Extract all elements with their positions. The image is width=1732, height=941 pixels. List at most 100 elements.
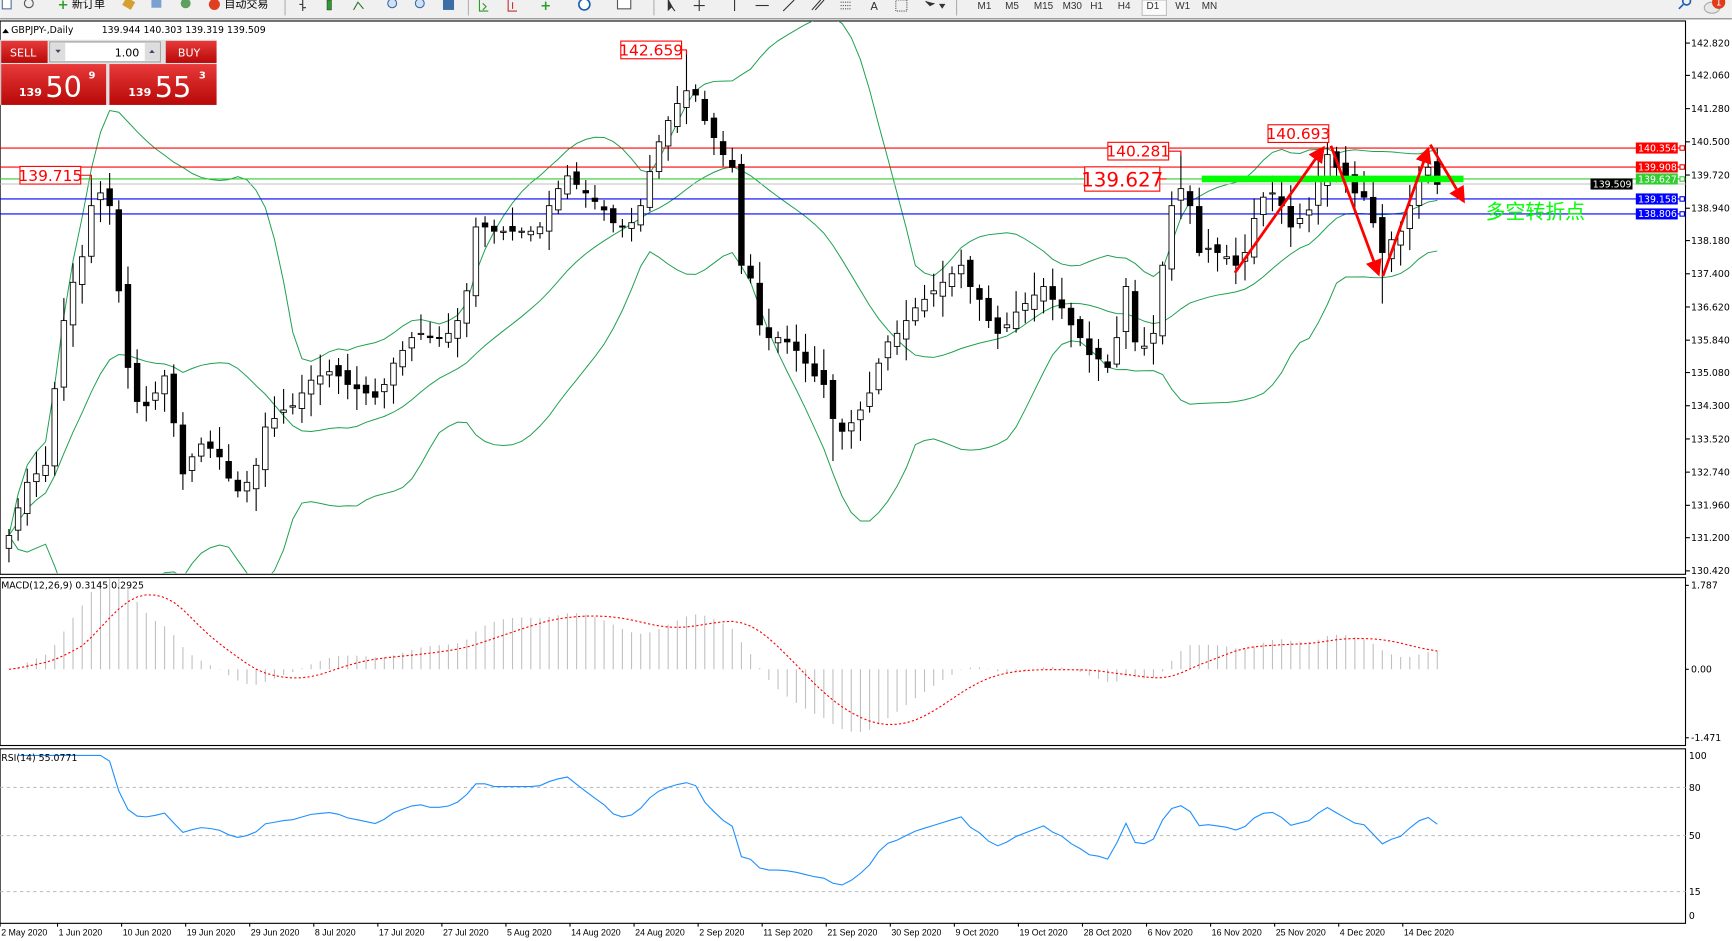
- candle[interactable]: [463, 283, 470, 338]
- candle[interactable]: [491, 219, 498, 244]
- candle[interactable]: [1049, 268, 1056, 321]
- candle[interactable]: [866, 371, 873, 413]
- candle[interactable]: [1104, 354, 1111, 373]
- candle[interactable]: [1260, 192, 1267, 227]
- candle[interactable]: [1058, 277, 1066, 319]
- candle[interactable]: [353, 366, 361, 411]
- candle[interactable]: [289, 393, 296, 415]
- candle[interactable]: [600, 200, 608, 221]
- buy-button[interactable]: BUY: [165, 40, 217, 63]
- down-arrow[interactable]: [1329, 145, 1382, 277]
- candle[interactable]: [1131, 279, 1139, 352]
- candle[interactable]: [390, 357, 397, 404]
- line-chart-button[interactable]: [353, 1, 364, 11]
- candle[interactable]: [1186, 185, 1194, 224]
- candle[interactable]: [509, 207, 516, 241]
- candle[interactable]: [884, 335, 892, 371]
- candle[interactable]: [536, 222, 544, 239]
- candle[interactable]: [207, 430, 214, 459]
- bar-chart-button[interactable]: [299, 0, 307, 12]
- candle[interactable]: [664, 116, 672, 161]
- candle[interactable]: [51, 381, 58, 476]
- candle[interactable]: [719, 130, 727, 167]
- candle[interactable]: [436, 326, 443, 347]
- candle[interactable]: [811, 346, 818, 383]
- new-order-button[interactable]: + 新订单: [58, 0, 105, 13]
- level-handle[interactable]: [1679, 211, 1685, 217]
- candle[interactable]: [1214, 237, 1221, 272]
- timeframe-m5[interactable]: M5: [1005, 1, 1019, 12]
- candle[interactable]: [1168, 191, 1175, 281]
- timeframe-d1[interactable]: D1: [1141, 0, 1167, 17]
- candle[interactable]: [225, 444, 232, 482]
- macd-panel[interactable]: [0, 577, 1687, 747]
- candle[interactable]: [939, 260, 947, 317]
- candle[interactable]: [774, 331, 782, 354]
- candle[interactable]: [280, 388, 287, 424]
- timeframe-w1[interactable]: W1: [1175, 1, 1190, 12]
- candle[interactable]: [454, 308, 461, 358]
- candle[interactable]: [1022, 292, 1029, 324]
- candle[interactable]: [1095, 339, 1102, 381]
- candle[interactable]: [362, 376, 370, 406]
- candle[interactable]: [1150, 315, 1157, 365]
- trendline-button[interactable]: [782, 0, 795, 12]
- candle[interactable]: [307, 365, 315, 417]
- notifications-button[interactable]: 1: [1703, 0, 1726, 14]
- candle[interactable]: [857, 401, 864, 441]
- text-button[interactable]: A: [870, 0, 878, 13]
- lot-size-stepper[interactable]: 1.00: [49, 41, 161, 63]
- candle[interactable]: [252, 458, 260, 512]
- candle[interactable]: [152, 381, 159, 410]
- level-handle[interactable]: [1679, 176, 1685, 182]
- candle[interactable]: [1031, 272, 1038, 322]
- tile-windows-button[interactable]: [442, 0, 455, 10]
- candle[interactable]: [417, 314, 425, 340]
- candle[interactable]: [903, 300, 910, 361]
- timeframe-h4[interactable]: H4: [1118, 1, 1131, 12]
- fibonacci-button[interactable]: [811, 0, 825, 11]
- sell-button[interactable]: SELL: [1, 40, 48, 63]
- zoom-out-button[interactable]: [414, 0, 425, 9]
- candle[interactable]: [1369, 175, 1377, 228]
- candle[interactable]: [701, 90, 708, 125]
- text-label-button[interactable]: [895, 0, 908, 12]
- candle[interactable]: [1379, 204, 1386, 304]
- candle[interactable]: [829, 374, 837, 462]
- candle[interactable]: [14, 498, 22, 541]
- candle[interactable]: [1406, 184, 1414, 251]
- candle[interactable]: [674, 86, 681, 133]
- price-annotation[interactable]: 139.627: [1081, 166, 1167, 192]
- indicators-button[interactable]: +: [540, 0, 551, 14]
- down-arrow[interactable]: [1429, 143, 1465, 204]
- candle[interactable]: [188, 453, 196, 482]
- candle[interactable]: [1040, 278, 1047, 314]
- candle[interactable]: [1205, 229, 1212, 263]
- candle[interactable]: [967, 255, 974, 304]
- candle[interactable]: [78, 244, 86, 304]
- candle[interactable]: [738, 154, 745, 274]
- candle[interactable]: [683, 49, 690, 125]
- candle[interactable]: [33, 451, 40, 498]
- candle[interactable]: [97, 181, 104, 223]
- market-watch-button[interactable]: [122, 0, 136, 10]
- candle[interactable]: [930, 273, 937, 307]
- candle[interactable]: [591, 185, 599, 210]
- history-button[interactable]: [151, 0, 162, 8]
- price-annotation[interactable]: 140.693: [1266, 124, 1330, 143]
- candle[interactable]: [88, 175, 95, 264]
- candle[interactable]: [445, 313, 452, 348]
- channel-button[interactable]: [840, 1, 852, 10]
- candle[interactable]: [518, 227, 525, 239]
- candle[interactable]: [875, 358, 882, 395]
- candle[interactable]: [1159, 261, 1166, 345]
- candle[interactable]: [1351, 161, 1359, 214]
- candle[interactable]: [5, 528, 13, 563]
- candle[interactable]: [985, 285, 992, 328]
- price-annotation[interactable]: 140.281: [1106, 141, 1182, 161]
- up-arrow[interactable]: [1233, 145, 1325, 274]
- candle[interactable]: [399, 341, 406, 376]
- candle[interactable]: [692, 84, 699, 102]
- candle[interactable]: [646, 154, 654, 212]
- candle[interactable]: [408, 332, 416, 362]
